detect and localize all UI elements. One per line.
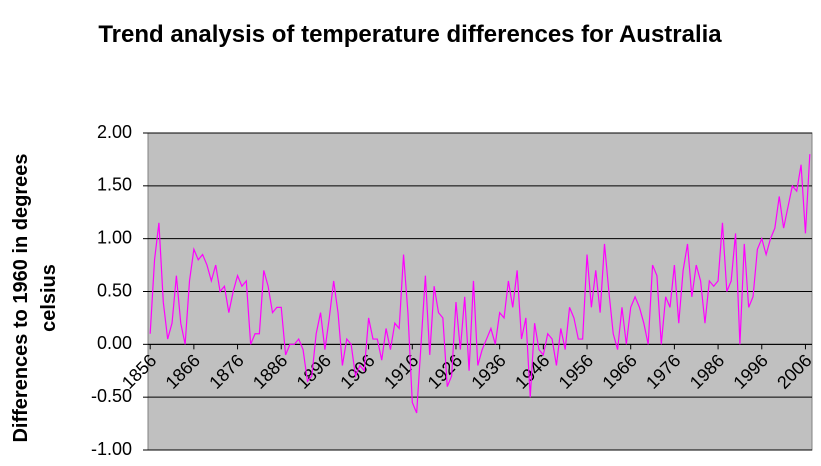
chart-title: Trend analysis of temperature difference… (98, 21, 722, 48)
y-tick-label: -1.00 (91, 439, 132, 459)
y-tick-label: 2.00 (97, 122, 132, 142)
y-tick-label: 0.50 (97, 280, 132, 300)
y-tick-label: 1.50 (97, 175, 132, 195)
data-line (149, 154, 811, 414)
y-tick-label: 0.00 (97, 333, 132, 353)
y-tick-label: -0.50 (91, 386, 132, 406)
y-tick-label: 1.00 (97, 227, 132, 247)
